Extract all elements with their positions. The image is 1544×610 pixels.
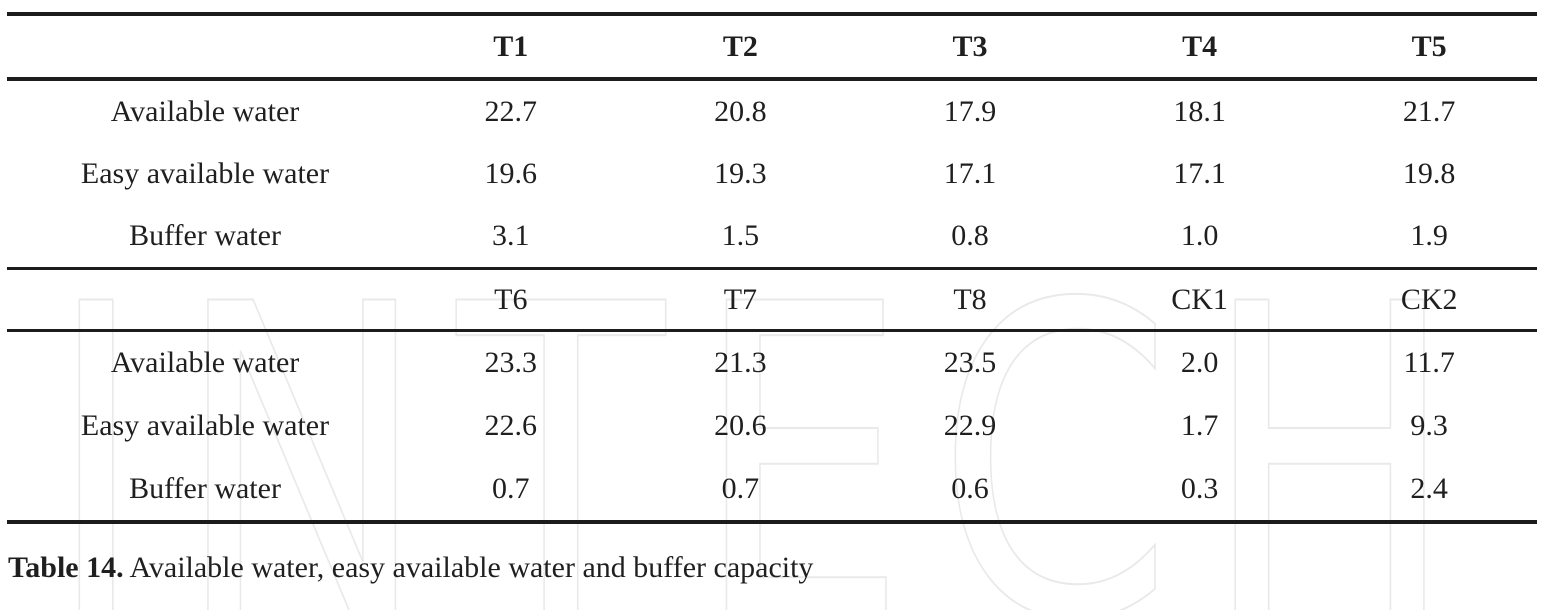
table-rule-bottom <box>7 520 1537 524</box>
table-cell: 0.3 <box>1180 471 1219 505</box>
column-header: CK1 <box>1171 282 1228 316</box>
table-row: Easy available water 19.6 19.3 17.1 17.1… <box>0 143 1544 205</box>
table-cell: 11.7 <box>1403 346 1455 379</box>
table-cell: 17.1 <box>1173 157 1226 190</box>
table-row: Buffer water 0.7 0.7 0.6 0.3 2.4 <box>0 457 1544 520</box>
column-header: T2 <box>722 29 758 63</box>
column-header: T6 <box>494 282 528 316</box>
table-cell: 17.1 <box>943 157 997 190</box>
intech-watermark: INTECH <box>45 215 1486 610</box>
table-cell: 2.0 <box>1180 346 1219 379</box>
header-row-2: T6 T7 T8 CK1 CK2 <box>0 270 1544 329</box>
column-header: T3 <box>952 29 988 63</box>
table-cell: 21.3 <box>714 346 767 379</box>
table-cell: 17.9 <box>943 95 997 128</box>
table-cell: 23.5 <box>943 346 997 379</box>
table-cell: 20.6 <box>714 408 767 442</box>
row-label: Available water <box>110 95 300 128</box>
table-cell: 19.3 <box>714 157 767 190</box>
data-table: T1 T2 T3 T4 T5 Available water 22.7 20.8… <box>0 0 1544 524</box>
row-label: Available water <box>110 346 300 379</box>
table-rule-mid-1 <box>7 267 1537 270</box>
table-cell: 1.5 <box>721 219 760 252</box>
table-rule-mid-2 <box>7 329 1537 332</box>
table-cell: 0.7 <box>721 471 760 505</box>
table-cell: 22.9 <box>943 408 997 442</box>
table-cell: 20.8 <box>714 95 767 128</box>
row-label: Easy available water <box>80 157 330 190</box>
row-label: Buffer water <box>129 471 281 505</box>
table-cell: 9.3 <box>1410 408 1448 442</box>
column-header: CK2 <box>1400 282 1458 316</box>
column-header: T4 <box>1182 29 1218 63</box>
column-header: T8 <box>953 282 987 316</box>
table-row: Available water 22.7 20.8 17.9 18.1 21.7 <box>0 81 1544 143</box>
table-rule-under-header-1 <box>7 77 1537 81</box>
table-cell: 1.0 <box>1180 219 1219 252</box>
table-cell: 0.8 <box>951 219 989 252</box>
table-cell: 18.1 <box>1173 95 1226 128</box>
table-cell: 1.7 <box>1180 408 1219 442</box>
table-rule-top <box>7 12 1537 16</box>
table-caption: Table 14. Available water, easy availabl… <box>0 551 1544 585</box>
row-label: Easy available water <box>80 408 330 442</box>
table-row: Buffer water 3.1 1.5 0.8 1.0 1.9 <box>0 205 1544 267</box>
header-row-1: T1 T2 T3 T4 T5 <box>0 16 1544 77</box>
table-cell: 22.6 <box>484 408 538 442</box>
table-cell: 22.7 <box>484 95 538 128</box>
table-row: Easy available water 22.6 20.6 22.9 1.7 … <box>0 394 1544 457</box>
table-cell: 2.4 <box>1410 471 1448 505</box>
table-cell: 23.3 <box>484 346 538 379</box>
column-header: T1 <box>493 29 529 63</box>
top-spacer <box>0 0 1544 12</box>
row-label: Buffer water <box>129 219 281 252</box>
table-caption-number: Table 14. <box>8 551 124 584</box>
column-header: T7 <box>723 282 758 316</box>
table-cell: 19.6 <box>484 157 538 190</box>
table-cell: 19.8 <box>1402 157 1456 190</box>
table-cell: 3.1 <box>492 219 530 252</box>
table-cell: 0.7 <box>492 471 530 505</box>
table-caption-text: Available water, easy available water an… <box>123 551 814 584</box>
table-cell: 0.6 <box>951 471 989 505</box>
column-header: T5 <box>1411 29 1447 63</box>
table-row: Available water 23.3 21.3 23.5 2.0 11.7 <box>0 332 1544 394</box>
table-cell: 21.7 <box>1402 95 1456 128</box>
table-cell: 1.9 <box>1410 219 1448 252</box>
